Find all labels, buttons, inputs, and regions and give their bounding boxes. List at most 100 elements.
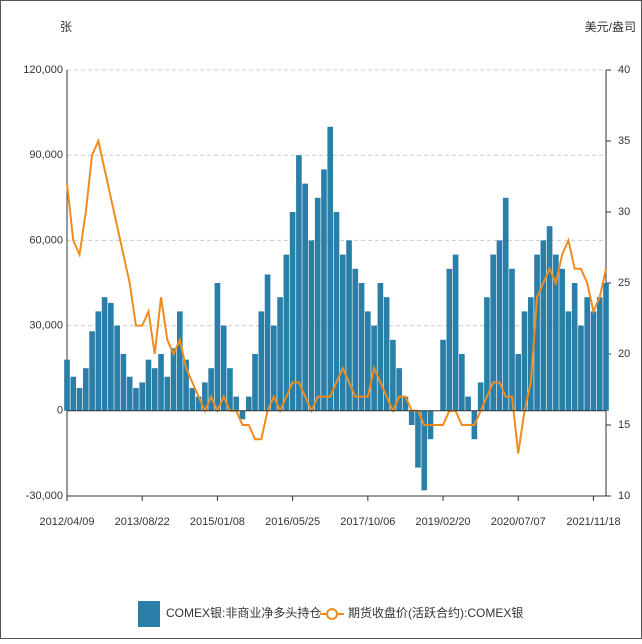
y-tick-label: 90,000 bbox=[29, 149, 63, 161]
bar bbox=[358, 283, 365, 411]
bar bbox=[339, 254, 346, 411]
bar bbox=[540, 240, 547, 411]
bar bbox=[258, 311, 265, 411]
bar bbox=[101, 297, 108, 411]
bar bbox=[383, 297, 390, 411]
bar bbox=[252, 354, 258, 411]
bar bbox=[590, 311, 597, 411]
y-tick-label: 120,000 bbox=[23, 64, 63, 76]
x-tick-label: 2013/08/22 bbox=[115, 516, 170, 528]
y2-tick-label: 35 bbox=[618, 135, 630, 147]
bar bbox=[214, 283, 221, 411]
price-line bbox=[66, 137, 607, 454]
bar bbox=[202, 382, 208, 411]
x-tick-label: 2012/04/09 bbox=[39, 516, 94, 528]
bar bbox=[220, 325, 227, 411]
x-tick-label: 2021/11/18 bbox=[566, 516, 620, 528]
bar bbox=[289, 212, 296, 411]
bar bbox=[245, 396, 252, 411]
bar bbox=[133, 388, 139, 411]
bar bbox=[151, 368, 158, 411]
bar bbox=[170, 348, 177, 411]
bar bbox=[465, 396, 471, 411]
bar bbox=[553, 254, 559, 411]
bar bbox=[139, 382, 146, 411]
bar bbox=[421, 410, 428, 491]
bar bbox=[296, 155, 302, 411]
bar bbox=[459, 354, 465, 411]
bar bbox=[271, 325, 277, 411]
x-tick-label: 2017/10/06 bbox=[340, 516, 395, 528]
bar bbox=[534, 254, 540, 411]
bar bbox=[321, 169, 327, 411]
bar bbox=[314, 197, 321, 411]
bar bbox=[446, 268, 453, 411]
bar bbox=[208, 368, 214, 411]
bar bbox=[239, 410, 246, 420]
bar bbox=[264, 274, 271, 411]
x-tick-label: 2015/01/08 bbox=[190, 516, 245, 528]
bar bbox=[377, 283, 384, 411]
bar bbox=[327, 126, 334, 411]
y2-tick-label: 20 bbox=[618, 348, 630, 360]
bar bbox=[578, 325, 584, 411]
bar bbox=[515, 354, 522, 411]
bar bbox=[502, 197, 509, 411]
bar bbox=[477, 382, 484, 411]
bar bbox=[546, 226, 553, 411]
bar bbox=[521, 311, 528, 411]
bar bbox=[195, 396, 202, 411]
y-tick-label: 0 bbox=[57, 405, 63, 417]
bar bbox=[158, 354, 164, 411]
bar bbox=[402, 396, 409, 411]
bar bbox=[164, 376, 171, 411]
bar bbox=[559, 268, 565, 411]
bar bbox=[596, 297, 603, 411]
bar bbox=[189, 388, 196, 411]
y-axis-label: 张 bbox=[60, 20, 72, 34]
y-tick-label: 30,000 bbox=[29, 320, 63, 332]
bar bbox=[308, 240, 315, 411]
legend-label: COMEX银:非商业净多头持仓 bbox=[166, 605, 321, 620]
bar bbox=[108, 302, 114, 411]
x-tick-label: 2016/05/25 bbox=[265, 516, 320, 528]
bar bbox=[95, 311, 102, 411]
bar bbox=[333, 212, 340, 411]
bar bbox=[346, 240, 352, 411]
bar bbox=[390, 339, 396, 411]
legend-label: 期货收盘价(活跃合约):COMEX银 bbox=[348, 605, 523, 620]
x-tick-label: 2019/02/20 bbox=[416, 516, 471, 528]
bar bbox=[408, 410, 415, 425]
bar bbox=[176, 311, 183, 411]
bar bbox=[571, 283, 578, 411]
bar bbox=[277, 297, 283, 411]
bar bbox=[415, 410, 421, 468]
y2-tick-label: 40 bbox=[618, 64, 630, 76]
bar bbox=[352, 268, 359, 411]
bar bbox=[440, 339, 446, 411]
bar bbox=[233, 396, 240, 411]
bar bbox=[89, 331, 95, 411]
y-tick-label: -30,000 bbox=[26, 490, 63, 502]
bar bbox=[509, 268, 515, 411]
y2-tick-label: 15 bbox=[618, 419, 630, 431]
bar bbox=[283, 254, 290, 411]
bar bbox=[527, 297, 534, 411]
bar bbox=[183, 359, 189, 411]
y2-tick-label: 25 bbox=[618, 277, 630, 289]
bar bbox=[70, 376, 77, 411]
bar bbox=[64, 359, 70, 411]
bar bbox=[490, 254, 497, 411]
bar bbox=[565, 311, 572, 411]
y2-axis-label: 美元/盎司 bbox=[585, 20, 636, 34]
bar bbox=[126, 376, 133, 411]
bar bbox=[365, 311, 371, 411]
bar bbox=[76, 388, 83, 411]
bar bbox=[82, 368, 89, 411]
bar bbox=[114, 325, 120, 411]
bar bbox=[396, 368, 402, 411]
bar bbox=[484, 297, 490, 411]
y2-tick-label: 10 bbox=[618, 490, 630, 502]
legend-swatch bbox=[138, 601, 160, 627]
